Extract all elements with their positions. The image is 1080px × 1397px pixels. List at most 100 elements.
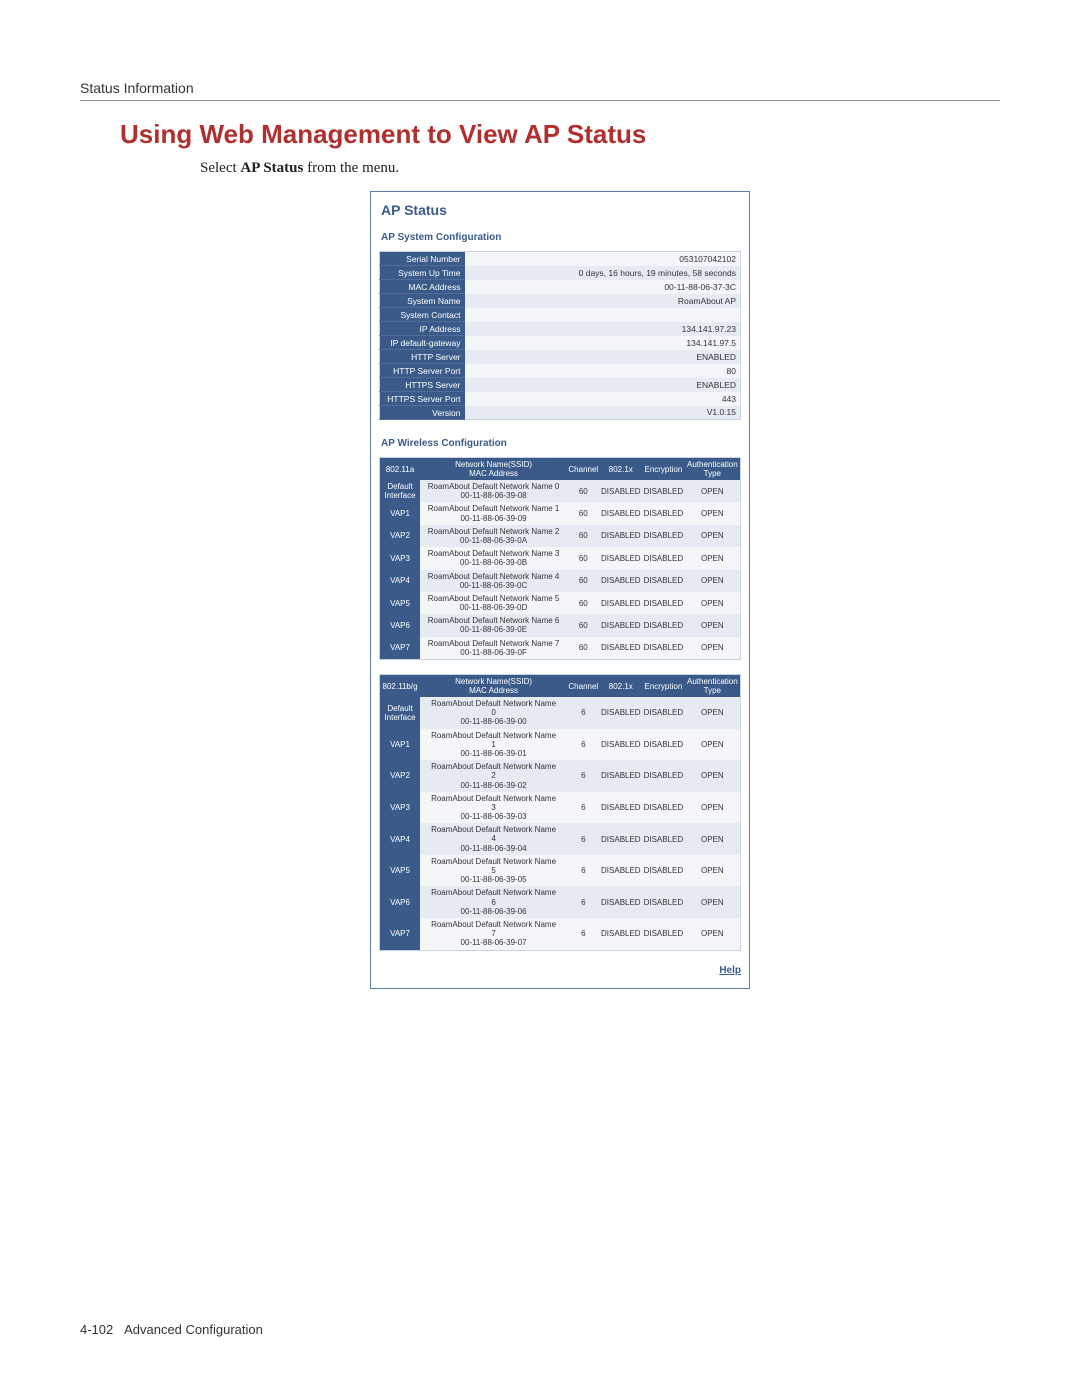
auth-cell: OPEN xyxy=(685,697,741,729)
dot1x-cell: DISABLED xyxy=(600,547,643,569)
dot1x-cell: DISABLED xyxy=(600,729,643,761)
channel-cell: 60 xyxy=(567,614,599,636)
encryption-cell: DISABLED xyxy=(642,480,685,502)
col-channel: Channel xyxy=(567,675,599,698)
auth-cell: OPEN xyxy=(685,592,741,614)
channel-cell: 6 xyxy=(567,855,599,887)
auth-cell: OPEN xyxy=(685,792,741,824)
iface-cell: VAP5 xyxy=(380,855,421,887)
wireless-row: VAP5RoamAbout Default Network Name500-11… xyxy=(380,855,741,887)
sys-config-key: HTTPS Server xyxy=(380,378,465,392)
iface-cell: VAP6 xyxy=(380,614,421,636)
encryption-cell: DISABLED xyxy=(642,637,685,660)
channel-cell: 60 xyxy=(567,547,599,569)
footer-section: Advanced Configuration xyxy=(124,1322,263,1337)
channel-cell: 60 xyxy=(567,525,599,547)
channel-cell: 60 xyxy=(567,480,599,502)
iface-cell: VAP1 xyxy=(380,502,421,524)
sys-config-row: HTTP Server Port80 xyxy=(380,364,741,378)
dot1x-cell: DISABLED xyxy=(600,502,643,524)
help-link-container: Help xyxy=(379,965,741,976)
auth-cell: OPEN xyxy=(685,570,741,592)
sys-config-value: 80 xyxy=(465,364,741,378)
auth-cell: OPEN xyxy=(685,502,741,524)
ssid-cell: RoamAbout Default Network Name000-11-88-… xyxy=(420,697,567,729)
wireless-row: VAP7RoamAbout Default Network Name700-11… xyxy=(380,918,741,950)
sys-config-row: IP default-gateway134.141.97.5 xyxy=(380,336,741,350)
col-channel: Channel xyxy=(567,458,599,481)
channel-cell: 6 xyxy=(567,729,599,761)
document-page: Status Information Using Web Management … xyxy=(0,0,1080,1397)
iface-cell: VAP2 xyxy=(380,525,421,547)
iface-cell: VAP7 xyxy=(380,637,421,660)
sys-config-value: 053107042102 xyxy=(465,252,741,266)
wireless-row: VAP2RoamAbout Default Network Name200-11… xyxy=(380,760,741,792)
encryption-cell: DISABLED xyxy=(642,502,685,524)
dot1x-cell: DISABLED xyxy=(600,480,643,502)
encryption-cell: DISABLED xyxy=(642,547,685,569)
sys-config-row: System Up Time0 days, 16 hours, 19 minut… xyxy=(380,266,741,280)
page-footer: 4-102 Advanced Configuration xyxy=(80,1322,263,1337)
auth-cell: OPEN xyxy=(685,855,741,887)
sys-config-row: MAC Address00-11-88-06-37-3C xyxy=(380,280,741,294)
dot1x-cell: DISABLED xyxy=(600,614,643,636)
ssid-cell: RoamAbout Default Network Name 200-11-88… xyxy=(420,525,567,547)
encryption-cell: DISABLED xyxy=(642,855,685,887)
sys-config-row: HTTPS Server Port443 xyxy=(380,392,741,406)
ssid-cell: RoamAbout Default Network Name200-11-88-… xyxy=(420,760,567,792)
help-link[interactable]: Help xyxy=(719,965,741,976)
sys-config-value: ENABLED xyxy=(465,378,741,392)
col-band: 802.11b/g xyxy=(380,675,421,698)
auth-cell: OPEN xyxy=(685,547,741,569)
dot1x-cell: DISABLED xyxy=(600,886,643,918)
col-8021x: 802.1x xyxy=(600,675,643,698)
wireless-config-title: AP Wireless Configuration xyxy=(381,438,741,449)
auth-cell: OPEN xyxy=(685,525,741,547)
channel-cell: 60 xyxy=(567,637,599,660)
ssid-cell: RoamAbout Default Network Name600-11-88-… xyxy=(420,886,567,918)
channel-cell: 6 xyxy=(567,792,599,824)
auth-cell: OPEN xyxy=(685,823,741,855)
dot1x-cell: DISABLED xyxy=(600,525,643,547)
auth-cell: OPEN xyxy=(685,918,741,950)
ssid-cell: RoamAbout Default Network Name 400-11-88… xyxy=(420,570,567,592)
channel-cell: 6 xyxy=(567,697,599,729)
dot1x-cell: DISABLED xyxy=(600,637,643,660)
ap-status-screenshot: AP Status AP System Configuration Serial… xyxy=(370,191,750,989)
wireless-row: VAP5RoamAbout Default Network Name 500-1… xyxy=(380,592,741,614)
encryption-cell: DISABLED xyxy=(642,570,685,592)
dot1x-cell: DISABLED xyxy=(600,760,643,792)
instruction-prefix: Select xyxy=(200,160,240,176)
ssid-cell: RoamAbout Default Network Name 500-11-88… xyxy=(420,592,567,614)
col-encryption: Encryption xyxy=(642,675,685,698)
col-ssid: Network Name(SSID)MAC Address xyxy=(420,458,567,481)
wireless-row: DefaultInterfaceRoamAbout Default Networ… xyxy=(380,480,741,502)
channel-cell: 60 xyxy=(567,570,599,592)
ssid-cell: RoamAbout Default Network Name 000-11-88… xyxy=(420,480,567,502)
iface-cell: VAP4 xyxy=(380,823,421,855)
ssid-cell: RoamAbout Default Network Name100-11-88-… xyxy=(420,729,567,761)
iface-cell: VAP3 xyxy=(380,547,421,569)
col-ssid: Network Name(SSID)MAC Address xyxy=(420,675,567,698)
sys-config-value: 0 days, 16 hours, 19 minutes, 58 seconds xyxy=(465,266,741,280)
sys-config-row: IP Address134.141.97.23 xyxy=(380,322,741,336)
encryption-cell: DISABLED xyxy=(642,760,685,792)
dot1x-cell: DISABLED xyxy=(600,570,643,592)
auth-cell: OPEN xyxy=(685,614,741,636)
sys-config-key: HTTP Server Port xyxy=(380,364,465,378)
sys-config-value: 134.141.97.5 xyxy=(465,336,741,350)
sys-config-row: Serial Number053107042102 xyxy=(380,252,741,266)
wireless-table-80211bg: 802.11b/g Network Name(SSID)MAC Address … xyxy=(379,674,741,951)
dot1x-cell: DISABLED xyxy=(600,823,643,855)
channel-cell: 6 xyxy=(567,760,599,792)
sys-config-value: 443 xyxy=(465,392,741,406)
dot1x-cell: DISABLED xyxy=(600,592,643,614)
ssid-cell: RoamAbout Default Network Name300-11-88-… xyxy=(420,792,567,824)
encryption-cell: DISABLED xyxy=(642,792,685,824)
ssid-cell: RoamAbout Default Network Name 700-11-88… xyxy=(420,637,567,660)
sys-config-key: IP Address xyxy=(380,322,465,336)
dot1x-cell: DISABLED xyxy=(600,918,643,950)
sys-config-key: HTTPS Server Port xyxy=(380,392,465,406)
dot1x-cell: DISABLED xyxy=(600,697,643,729)
iface-cell: VAP6 xyxy=(380,886,421,918)
